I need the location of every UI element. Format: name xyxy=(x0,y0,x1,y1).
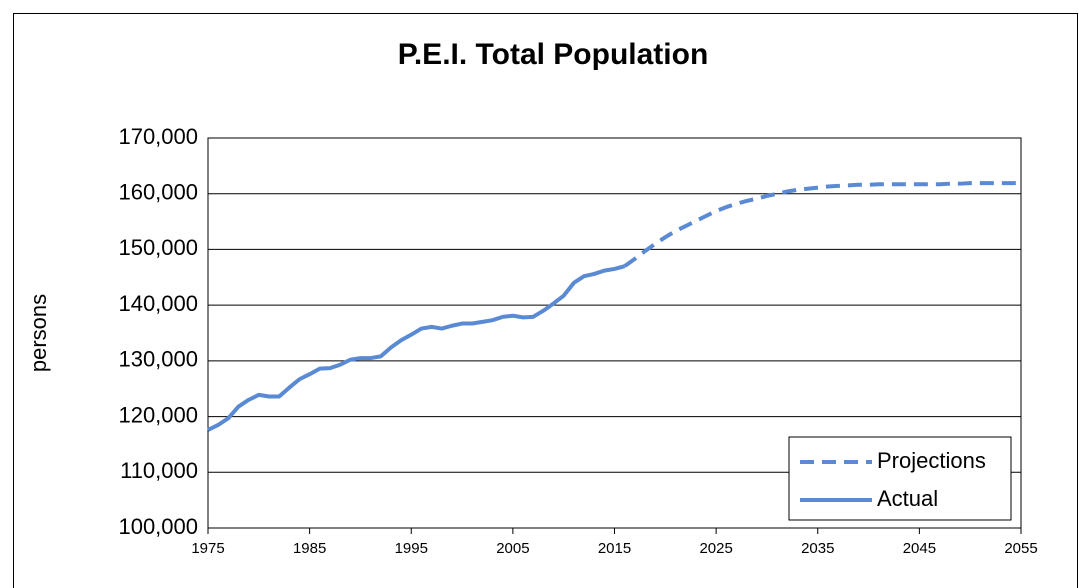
x-tick-label: 1995 xyxy=(395,540,428,557)
series-line xyxy=(623,181,1021,268)
legend-label: Projections xyxy=(877,448,986,473)
y-tick-label: 110,000 xyxy=(120,458,198,483)
x-tick-label: 2045 xyxy=(903,540,936,557)
x-tick-label: 2015 xyxy=(598,540,631,557)
x-tick-label: 2055 xyxy=(1004,540,1037,557)
x-tick-label: 1975 xyxy=(191,540,224,557)
y-tick-label: 140,000 xyxy=(118,291,198,316)
y-tick-label: 160,000 xyxy=(118,180,198,205)
x-tick-label: 1985 xyxy=(293,540,326,557)
y-tick-label: 100,000 xyxy=(118,514,198,539)
legend-label: Actual xyxy=(877,486,938,511)
series-line xyxy=(207,264,626,432)
x-tick-label: 2005 xyxy=(496,540,529,557)
legend-box xyxy=(788,436,1012,521)
x-tick-label: 2025 xyxy=(699,540,732,557)
y-tick-label: 170,000 xyxy=(118,124,198,149)
y-tick-label: 120,000 xyxy=(118,402,198,427)
y-axis-label: persons xyxy=(26,294,51,372)
chart-title: P.E.I. Total Population xyxy=(398,38,709,71)
y-tick-label: 130,000 xyxy=(118,347,198,372)
x-tick-label: 2035 xyxy=(801,540,834,557)
y-tick-label: 150,000 xyxy=(118,235,198,260)
